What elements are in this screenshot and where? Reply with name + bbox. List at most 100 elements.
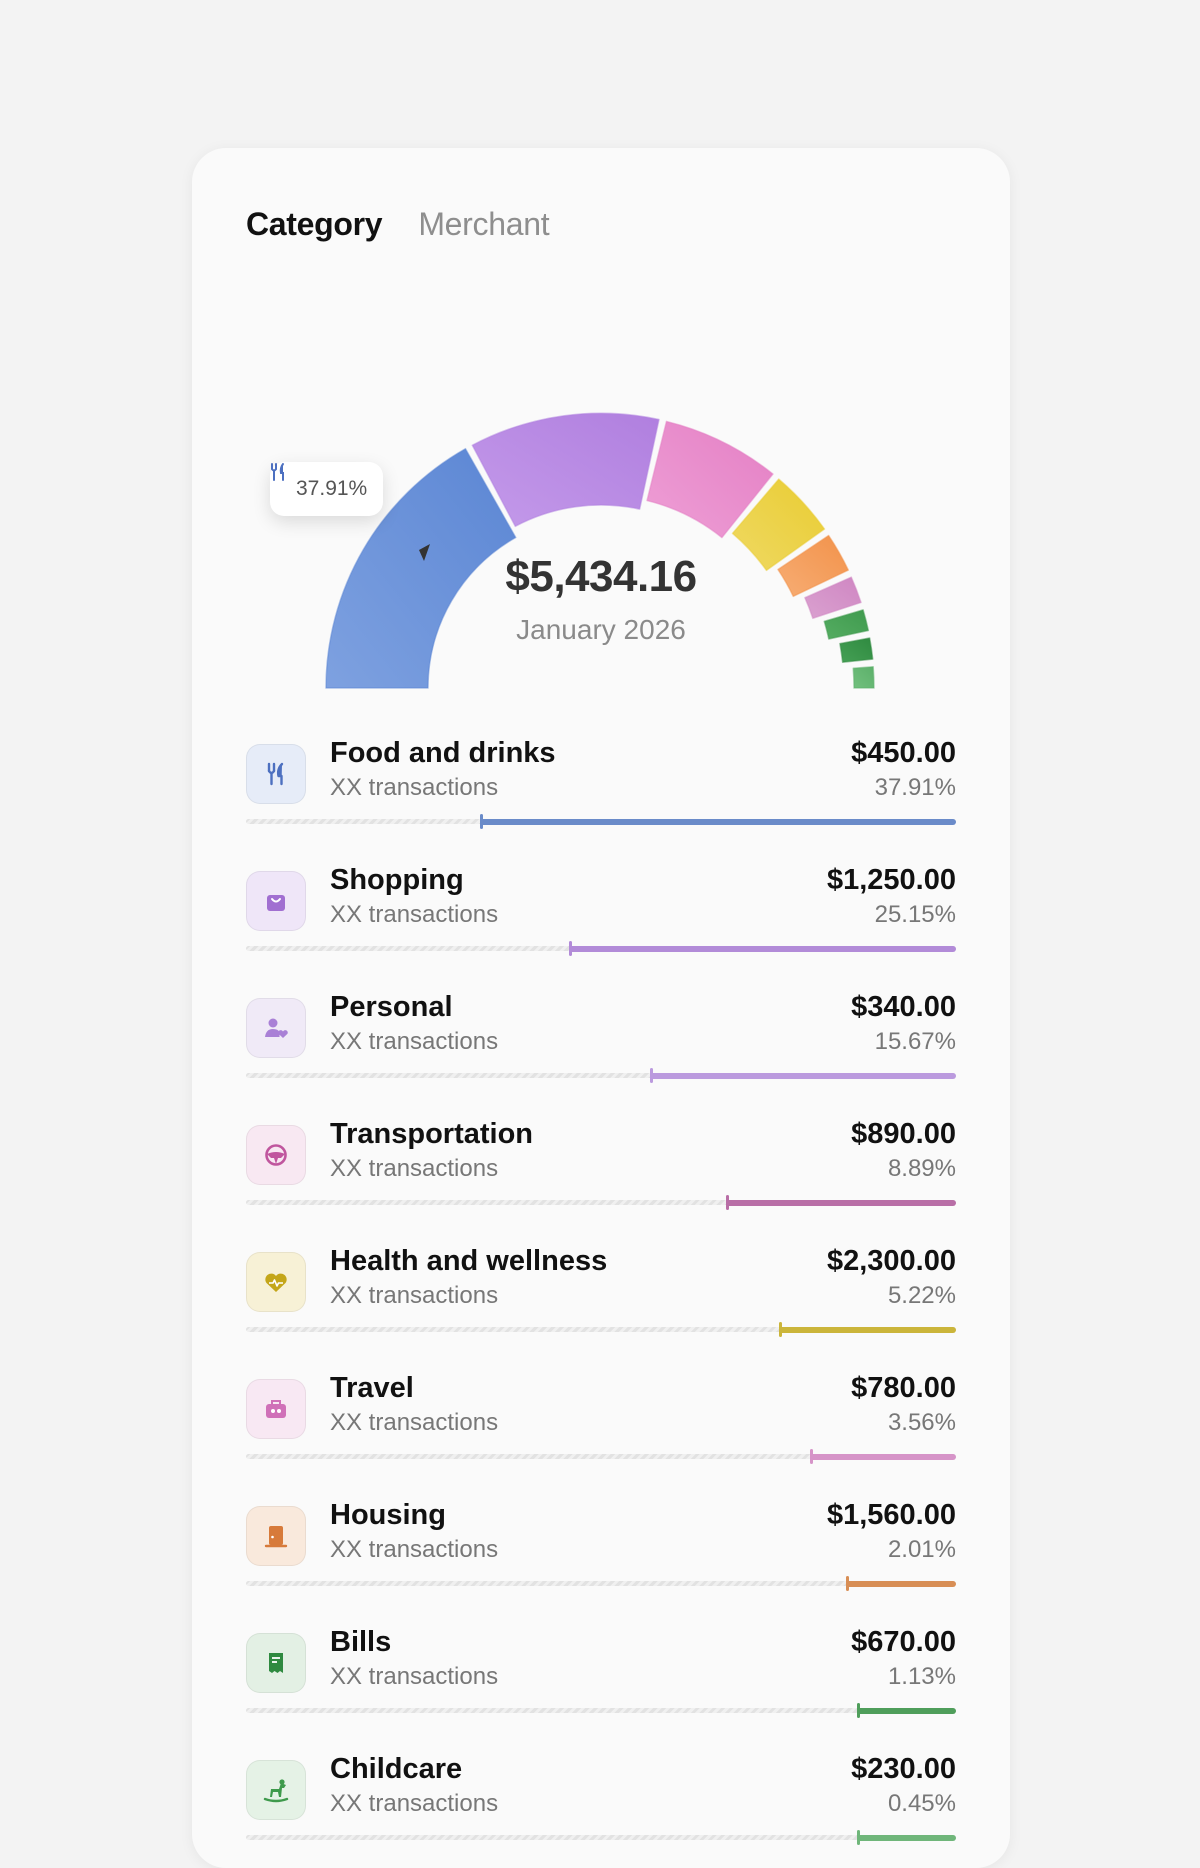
category-percent: 5.22% <box>887 1282 956 1309</box>
spending-card: Category Merchant 37.91% $5,434.16 Janua… <box>192 148 1010 1868</box>
category-icon-tile <box>246 1506 306 1566</box>
progress-marker <box>480 814 484 829</box>
progress-fill <box>650 1072 956 1079</box>
tab-category[interactable]: Category <box>246 206 383 242</box>
progress-track <box>246 1449 956 1464</box>
progress-track <box>246 1322 956 1337</box>
list-item-shopping[interactable]: Shopping XX transactions $1,250.00 25.15… <box>246 861 956 988</box>
category-amount: $230.00 <box>851 1753 956 1785</box>
gauge-segment-food-and-drinks[interactable] <box>325 447 517 689</box>
category-amount: $890.00 <box>851 1118 956 1150</box>
category-amount: $340.00 <box>851 991 956 1023</box>
rocking-horse-icon <box>261 1775 291 1805</box>
progress-fill <box>856 1834 956 1841</box>
progress-fill <box>568 945 956 952</box>
gauge-segment-travel[interactable] <box>804 576 862 620</box>
transaction-count: XX transactions <box>330 1028 499 1055</box>
gauge-segment-health-and-wellness[interactable] <box>777 534 850 598</box>
list-item-personal[interactable]: Personal XX transactions $340.00 15.67% <box>246 988 956 1115</box>
gauge-segment-bills[interactable] <box>839 637 874 664</box>
door-icon <box>261 1521 291 1551</box>
tooltip-value: 37.91% <box>296 477 368 500</box>
progress-marker <box>846 1576 850 1591</box>
progress-track <box>246 1195 956 1210</box>
progress-fill <box>779 1326 956 1333</box>
category-percent: 1.13% <box>887 1663 956 1690</box>
transaction-count: XX transactions <box>330 901 499 928</box>
category-name: Shopping <box>330 864 464 896</box>
gauge-chart <box>325 412 875 689</box>
category-list: Food and drinks XX transactions $450.00 … <box>246 734 956 1868</box>
transaction-count: XX transactions <box>330 1663 499 1690</box>
fork-knife-icon <box>261 759 291 789</box>
category-percent: 25.15% <box>874 901 956 928</box>
progress-marker <box>856 1830 860 1845</box>
list-item-transportation[interactable]: Transportation XX transactions $890.00 8… <box>246 1115 956 1242</box>
progress-fill <box>480 818 956 825</box>
person-heart-icon <box>261 1013 291 1043</box>
view-tabs: Category Merchant <box>246 206 550 243</box>
transaction-count: XX transactions <box>330 1790 499 1817</box>
list-item-health-and-wellness[interactable]: Health and wellness XX transactions $2,3… <box>246 1242 956 1369</box>
progress-track <box>246 1068 956 1083</box>
progress-track <box>246 1576 956 1591</box>
category-icon-tile <box>246 871 306 931</box>
transaction-count: XX transactions <box>330 774 499 801</box>
suitcase-icon <box>261 1394 291 1424</box>
heart-pulse-icon <box>261 1267 291 1297</box>
category-name: Food and drinks <box>330 737 556 769</box>
gauge-segment-housing[interactable] <box>823 609 870 640</box>
category-icon-tile <box>246 1125 306 1185</box>
progress-track <box>246 1703 956 1718</box>
category-name: Childcare <box>330 1753 463 1785</box>
progress-fill <box>846 1580 956 1587</box>
progress-marker <box>568 941 572 956</box>
gauge-segment-shopping[interactable] <box>471 412 660 528</box>
list-item-housing[interactable]: Housing XX transactions $1,560.00 2.01% <box>246 1496 956 1623</box>
transaction-count: XX transactions <box>330 1282 499 1309</box>
category-amount: $2,300.00 <box>826 1245 956 1277</box>
total-amount: $5,434.16 <box>505 552 697 601</box>
list-item-bills[interactable]: Bills XX transactions $670.00 1.13% <box>246 1623 956 1750</box>
tab-merchant[interactable]: Merchant <box>418 206 550 242</box>
category-percent: 3.56% <box>887 1409 956 1436</box>
receipt-icon <box>261 1648 291 1678</box>
category-name: Health and wellness <box>330 1245 608 1277</box>
category-percent: 0.45% <box>887 1790 956 1817</box>
list-item-food-and-drinks[interactable]: Food and drinks XX transactions $450.00 … <box>246 734 956 861</box>
period-label: January 2026 <box>516 614 686 645</box>
progress-fill <box>725 1199 956 1206</box>
category-icon-tile <box>246 1252 306 1312</box>
category-icon-tile <box>246 998 306 1058</box>
gauge-segment-personal[interactable] <box>646 420 774 539</box>
progress-marker <box>650 1068 654 1083</box>
category-icon-tile <box>246 1633 306 1693</box>
progress-fill <box>856 1707 956 1714</box>
category-amount: $780.00 <box>851 1372 956 1404</box>
category-amount: $670.00 <box>851 1626 956 1658</box>
category-percent: 37.91% <box>874 774 956 801</box>
category-name: Bills <box>330 1626 392 1658</box>
progress-track <box>246 1830 956 1845</box>
list-item-travel[interactable]: Travel XX transactions $780.00 3.56% <box>246 1369 956 1496</box>
category-amount: $1,560.00 <box>826 1499 956 1531</box>
category-amount: $1,250.00 <box>826 864 956 896</box>
category-name: Transportation <box>330 1118 534 1150</box>
shopping-bag-icon <box>261 886 291 916</box>
progress-fill <box>810 1453 956 1460</box>
category-percent: 2.01% <box>887 1536 956 1563</box>
progress-marker <box>856 1703 860 1718</box>
category-percent: 15.67% <box>874 1028 956 1055</box>
transaction-count: XX transactions <box>330 1536 499 1563</box>
gauge-segment-transportation[interactable] <box>731 478 826 572</box>
progress-track <box>246 941 956 956</box>
category-percent: 8.89% <box>887 1155 956 1182</box>
category-gauge: 37.91% $5,434.16 January 2026 <box>192 148 1010 708</box>
progress-track <box>246 814 956 829</box>
steering-wheel-icon <box>261 1140 291 1170</box>
category-amount: $450.00 <box>851 737 956 769</box>
transaction-count: XX transactions <box>330 1155 499 1182</box>
category-name: Personal <box>330 991 453 1023</box>
list-item-childcare[interactable]: Childcare XX transactions $230.00 0.45% <box>246 1750 956 1868</box>
gauge-segment-childcare[interactable] <box>852 665 875 689</box>
